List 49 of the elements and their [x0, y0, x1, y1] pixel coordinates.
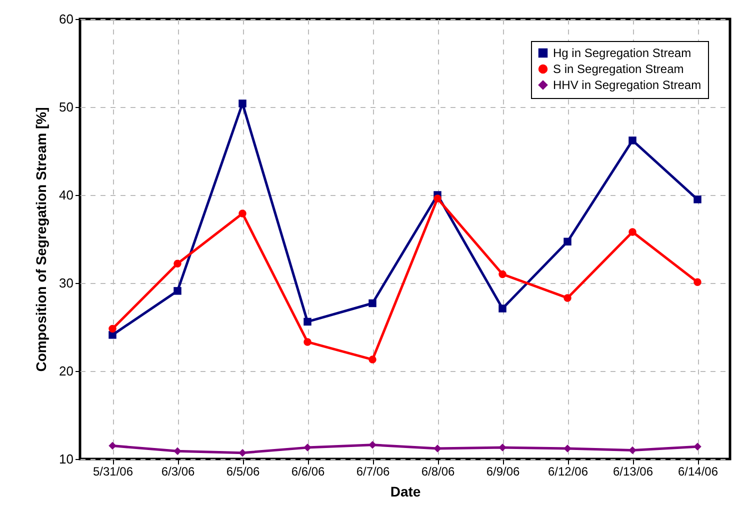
x-tick-label: 6/12/06: [548, 464, 588, 478]
point: [368, 299, 376, 308]
x-tick-label: 6/3/06: [161, 464, 195, 478]
point: [564, 294, 572, 302]
y-tick-label: 30: [59, 276, 74, 290]
x-tick-label: 6/8/06: [421, 464, 455, 478]
point: [108, 442, 116, 450]
x-tick-label: 6/13/06: [612, 464, 654, 478]
point: [238, 100, 246, 108]
y-tick-label: 40: [59, 188, 74, 202]
point: [498, 270, 506, 278]
point: [368, 356, 376, 364]
point: [628, 228, 636, 236]
point: [694, 278, 702, 286]
point: [498, 444, 506, 452]
point: [434, 194, 442, 202]
y-tick-label: 20: [59, 364, 74, 378]
point: [434, 444, 442, 452]
point: [564, 238, 572, 246]
x-tick-label: 6/5/06: [226, 464, 260, 478]
point: [304, 444, 312, 452]
point: [628, 446, 636, 454]
point: [304, 338, 312, 346]
legend-label: S in Segregation Stream: [553, 62, 684, 76]
point: [238, 210, 246, 218]
y-tick-label: 50: [59, 100, 74, 114]
point: [174, 447, 182, 455]
point: [628, 136, 636, 144]
point: [368, 441, 376, 449]
x-tick-label: 6/6/06: [291, 464, 325, 478]
x-tick-label: 6/7/06: [356, 464, 390, 478]
point: [564, 444, 572, 452]
point: [238, 448, 246, 457]
y-tick-label: 60: [59, 12, 74, 26]
legend-label: Hg in Segregation Stream: [553, 46, 692, 60]
x-tick-label: 5/31/06: [92, 464, 134, 478]
x-axis-title: Date: [390, 484, 421, 500]
x-tick-label: 6/14/06: [678, 464, 718, 478]
y-axis-title: Composition of Segregation Stream [%]: [33, 107, 50, 372]
point: [108, 324, 116, 333]
point: [694, 442, 702, 451]
point: [498, 304, 506, 312]
point: [174, 287, 182, 295]
point: [694, 196, 702, 204]
point: [174, 260, 182, 268]
y-tick-label: 10: [59, 452, 74, 466]
legend-label: HHV in Segregation Stream: [553, 78, 702, 92]
x-tick-label: 6/9/06: [486, 464, 520, 478]
point: [304, 318, 312, 326]
